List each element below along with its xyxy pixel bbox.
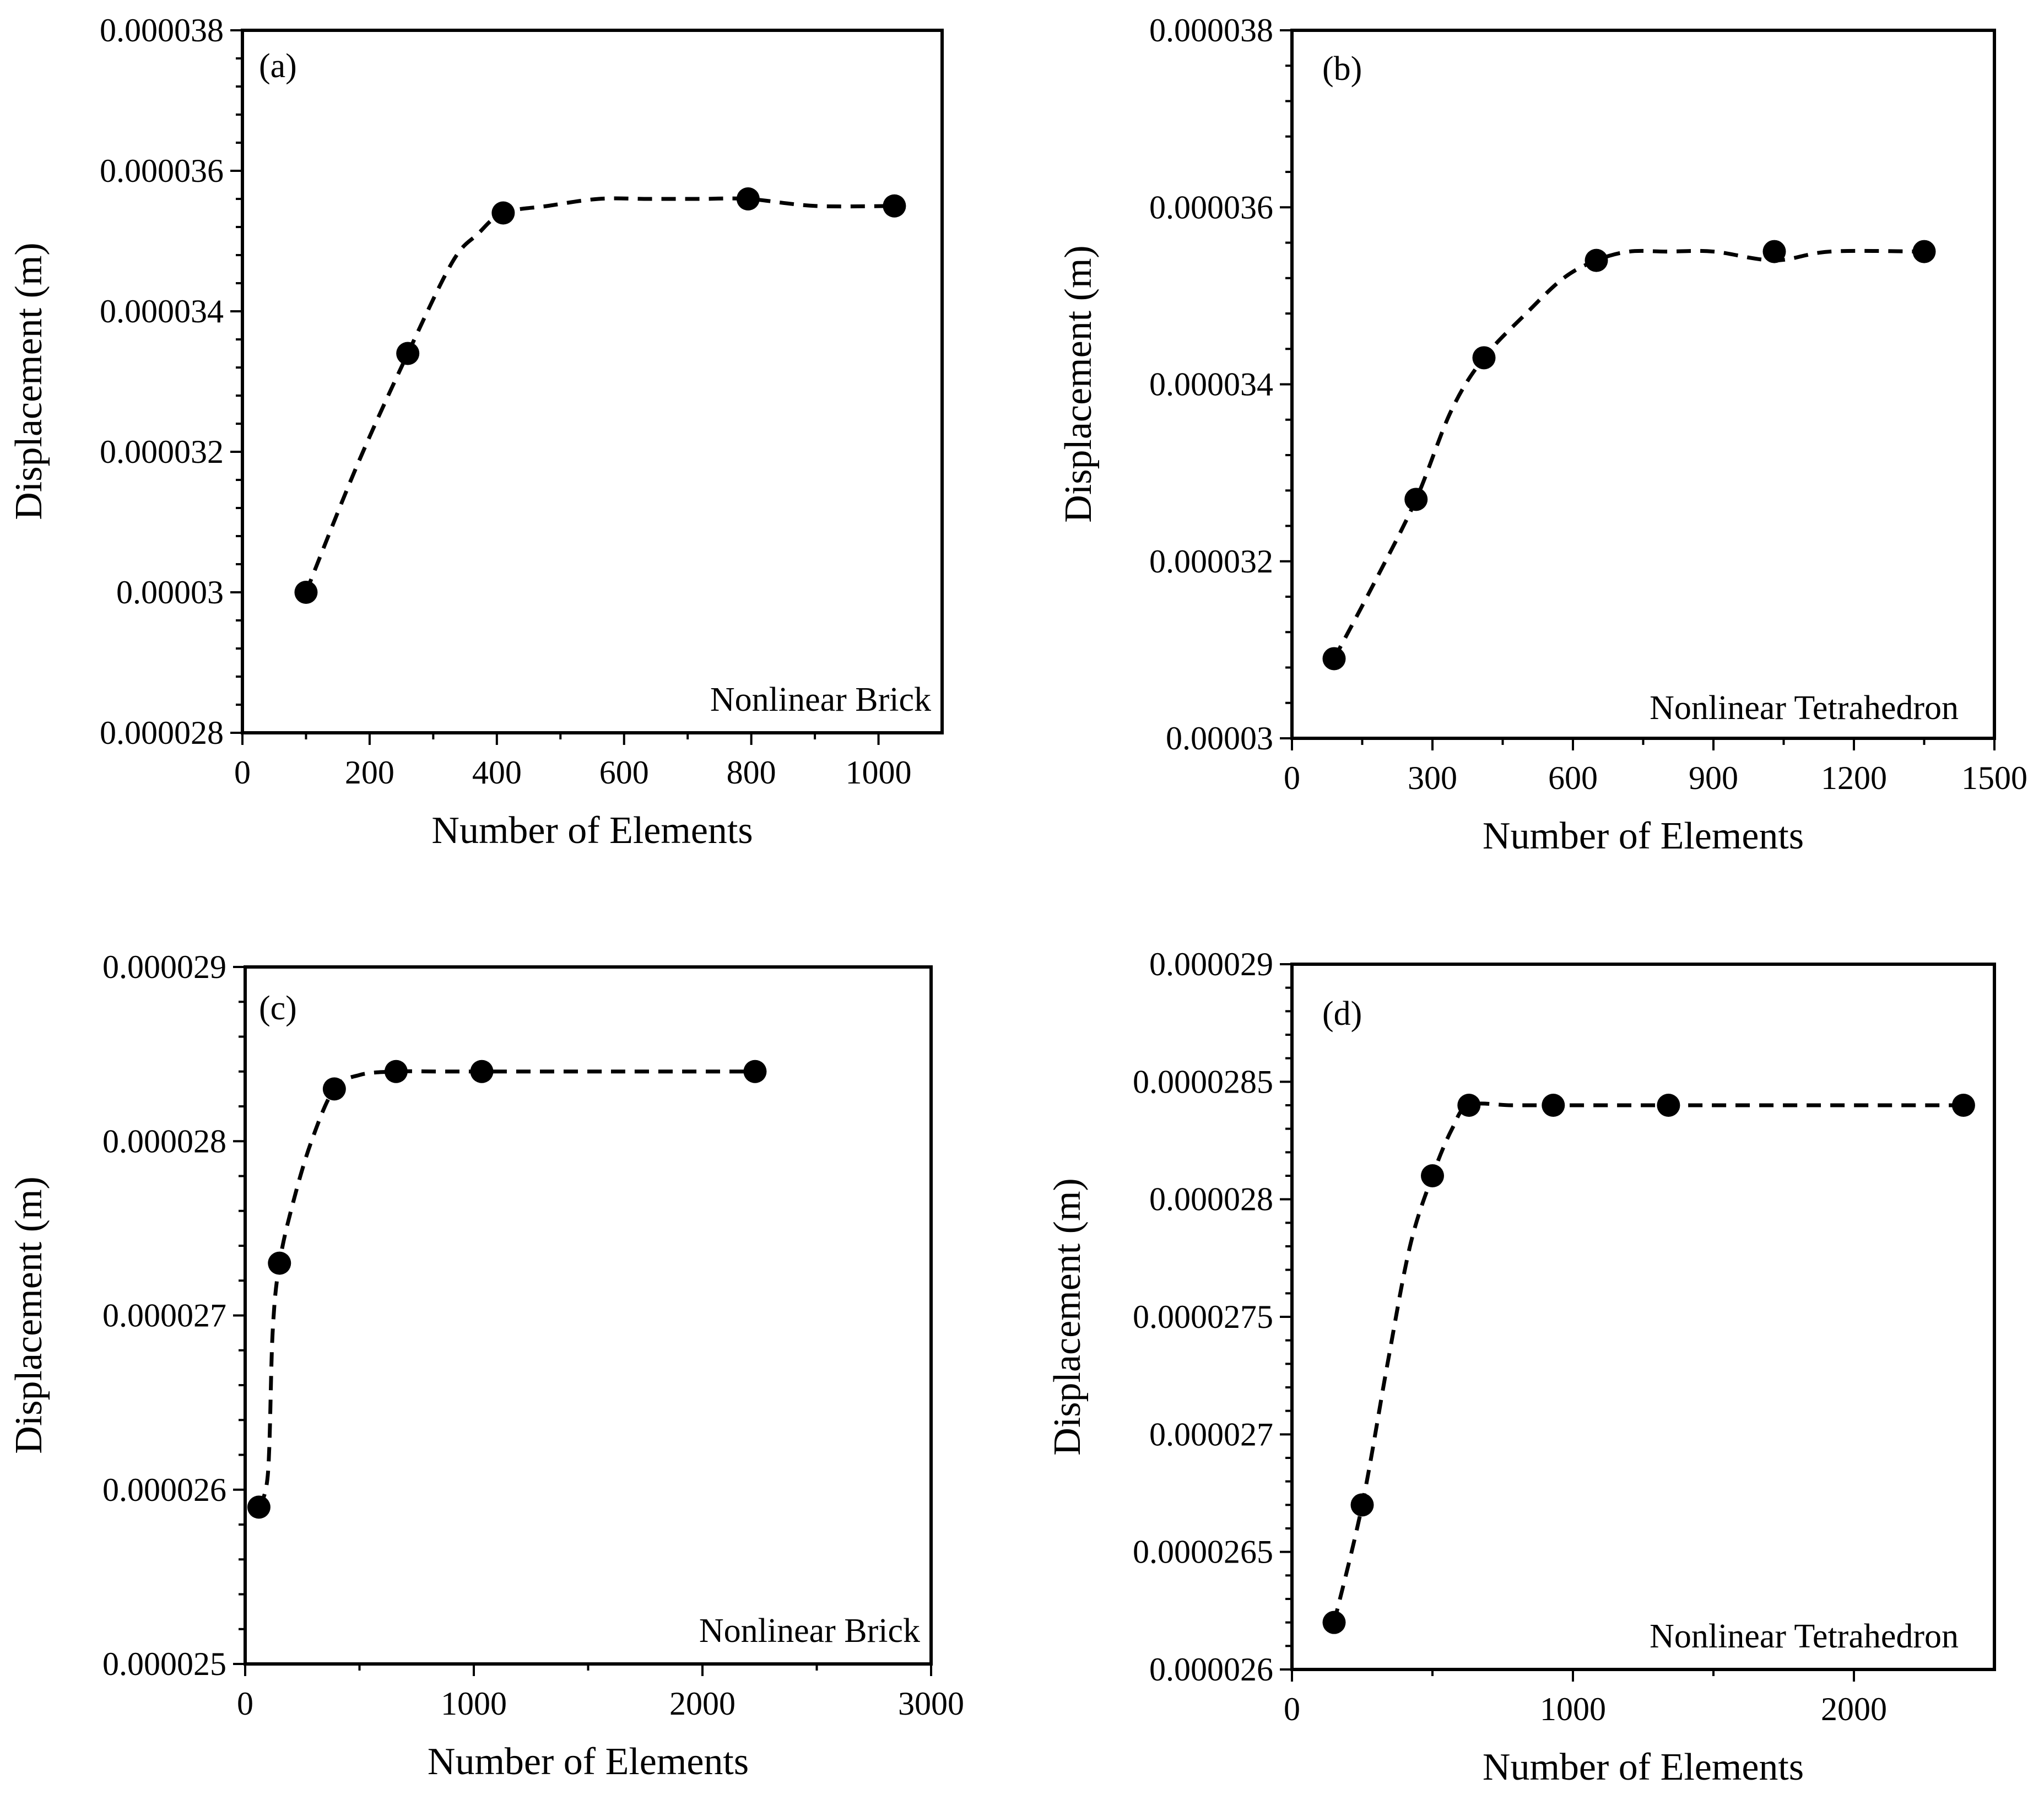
data-point (322, 1077, 346, 1101)
data-point (1421, 1164, 1444, 1187)
y-tick-label: 0.000034 (100, 293, 224, 329)
data-point (384, 1060, 408, 1083)
x-tick-label: 600 (599, 754, 649, 791)
panel-label: (a) (259, 47, 297, 85)
panel-d: 0.000026 0.0000265 0.000027 0.0000275 0.0000… (1046, 946, 1996, 1788)
y-tick-label: 0.00003 (116, 574, 224, 610)
panel-label: (d) (1322, 995, 1362, 1033)
x-tick-label: 2000 (1821, 1691, 1887, 1727)
x-axis-label: Number of Elements (1483, 1746, 1804, 1788)
y-tick-label: 0.000036 (1149, 189, 1273, 225)
y-tick-label: 0.000026 (102, 1472, 226, 1508)
x-tick-label: 0 (234, 754, 251, 791)
y-tick-label: 0.000028 (102, 1123, 226, 1159)
data-point (470, 1060, 494, 1083)
x-tick-label: 1500 (1961, 760, 2027, 796)
y-tick-label: 0.000029 (1149, 946, 1273, 982)
panel-a: 0.000028 0.00003 0.000032 0.000034 0.000036 0… (8, 12, 944, 852)
y-tick-label: 0.000027 (102, 1298, 226, 1334)
panel-c: 0.000025 0.000026 0.000027 0.000028 0.000029… (8, 949, 964, 1783)
x-axis-label: Number of Elements (428, 1741, 749, 1783)
y-tick-label: 0.000026 (1149, 1651, 1273, 1688)
y-tick-label: 0.000029 (102, 949, 226, 985)
y-tick-label: 0.000028 (1149, 1181, 1273, 1218)
x-tick-label: 900 (1689, 760, 1738, 796)
data-point (1912, 240, 1936, 263)
y-tick-label: 0.000028 (100, 715, 224, 751)
y-tick-label: 0.000036 (100, 153, 224, 189)
y-tick-label: 0.00003 (1166, 720, 1273, 756)
panel-b: 0.00003 0.000032 0.000034 0.000036 0.000038 0… (1057, 12, 2027, 857)
element-type-annotation: Nonlinear Brick (710, 681, 931, 718)
data-point (743, 1060, 767, 1083)
y-tick-label: 0.0000265 (1133, 1534, 1273, 1570)
x-tick-label: 1000 (1540, 1691, 1606, 1727)
panel-label: (c) (259, 990, 297, 1027)
x-tick-label: 600 (1548, 760, 1598, 796)
data-point (247, 1495, 271, 1519)
data-point (1457, 1094, 1481, 1117)
data-point (294, 581, 318, 604)
y-tick-label: 0.0000275 (1133, 1299, 1273, 1335)
x-tick-label: 0 (1284, 1691, 1300, 1727)
trend-line (1332, 248, 1924, 660)
data-point (396, 342, 420, 365)
x-tick-label: 0 (237, 1685, 253, 1722)
data-point (1322, 647, 1346, 671)
x-tick-label: 1000 (441, 1685, 507, 1722)
data-point (1350, 1493, 1374, 1517)
y-tick-label: 0.000034 (1149, 366, 1273, 403)
x-tick-label: 2000 (669, 1685, 736, 1722)
data-point (1542, 1094, 1565, 1117)
y-tick-label: 0.000027 (1149, 1416, 1273, 1452)
y-tick-label: 0.000025 (102, 1646, 226, 1682)
x-tick-label: 800 (727, 754, 776, 791)
element-type-annotation: Nonlinear Tetrahedron (1650, 1618, 1959, 1655)
x-tick-label: 3000 (898, 1685, 964, 1722)
y-axis-label: Displacement (m) (8, 242, 50, 520)
plot-frame (241, 29, 944, 734)
x-tick-label: 0 (1284, 760, 1300, 796)
data-point (1657, 1094, 1680, 1117)
panel-label: (b) (1322, 50, 1362, 88)
y-axis-label: Displacement (m) (1057, 245, 1100, 522)
y-axis-label: Displacement (m) (8, 1176, 50, 1453)
y-axis-label: Displacement (m) (1046, 1178, 1089, 1455)
x-tick-label: 300 (1408, 760, 1457, 796)
data-point (268, 1251, 291, 1275)
data-point (1322, 1611, 1346, 1634)
x-tick-label: 1000 (846, 754, 912, 791)
y-tick-label: 0.000038 (100, 12, 224, 48)
y-tick-label: 0.000032 (100, 434, 224, 470)
data-point (491, 201, 515, 225)
y-tick-label: 0.000032 (1149, 543, 1273, 580)
element-type-annotation: Nonlinear Tetrahedron (1650, 689, 1959, 727)
trend-line (1332, 1101, 1964, 1623)
trend-line (257, 1069, 755, 1508)
data-point (1585, 248, 1608, 272)
x-axis-label: Number of Elements (1483, 815, 1804, 857)
x-axis-label: Number of Elements (431, 809, 753, 852)
data-point (1472, 346, 1496, 370)
element-type-annotation: Nonlinear Brick (699, 1612, 920, 1650)
data-point (736, 187, 760, 210)
x-tick-label: 400 (472, 754, 522, 791)
plot-frame (1290, 29, 1996, 740)
data-point (1762, 240, 1786, 263)
x-tick-label: 1200 (1821, 760, 1887, 796)
data-point (883, 194, 906, 218)
data-point (1404, 488, 1428, 511)
x-tick-label: 200 (345, 754, 394, 791)
y-tick-label: 0.000038 (1149, 12, 1273, 48)
trend-line (304, 196, 895, 593)
data-point (1951, 1094, 1975, 1117)
y-tick-label: 0.0000285 (1133, 1063, 1273, 1100)
